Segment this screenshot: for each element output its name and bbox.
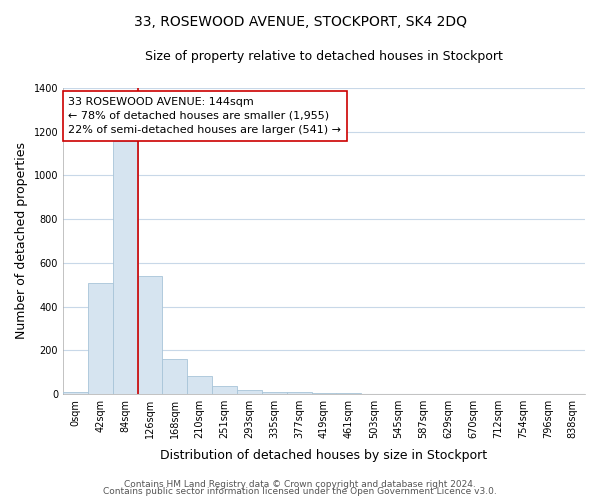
Y-axis label: Number of detached properties: Number of detached properties [15, 142, 28, 340]
Text: 33, ROSEWOOD AVENUE, STOCKPORT, SK4 2DQ: 33, ROSEWOOD AVENUE, STOCKPORT, SK4 2DQ [133, 15, 467, 29]
Bar [137, 276, 163, 394]
Text: Contains HM Land Registry data © Crown copyright and database right 2024.: Contains HM Land Registry data © Crown c… [124, 480, 476, 489]
Bar [237, 390, 262, 394]
Bar [262, 392, 287, 394]
Title: Size of property relative to detached houses in Stockport: Size of property relative to detached ho… [145, 50, 503, 63]
X-axis label: Distribution of detached houses by size in Stockport: Distribution of detached houses by size … [160, 450, 488, 462]
Bar [88, 283, 113, 394]
Bar [287, 392, 311, 394]
Bar [212, 386, 237, 394]
Bar [63, 392, 88, 394]
Bar [163, 359, 187, 394]
Bar [113, 142, 137, 394]
Text: Contains public sector information licensed under the Open Government Licence v3: Contains public sector information licen… [103, 487, 497, 496]
Bar [187, 376, 212, 394]
Text: 33 ROSEWOOD AVENUE: 144sqm
← 78% of detached houses are smaller (1,955)
22% of s: 33 ROSEWOOD AVENUE: 144sqm ← 78% of deta… [68, 97, 341, 135]
Bar [311, 393, 337, 394]
